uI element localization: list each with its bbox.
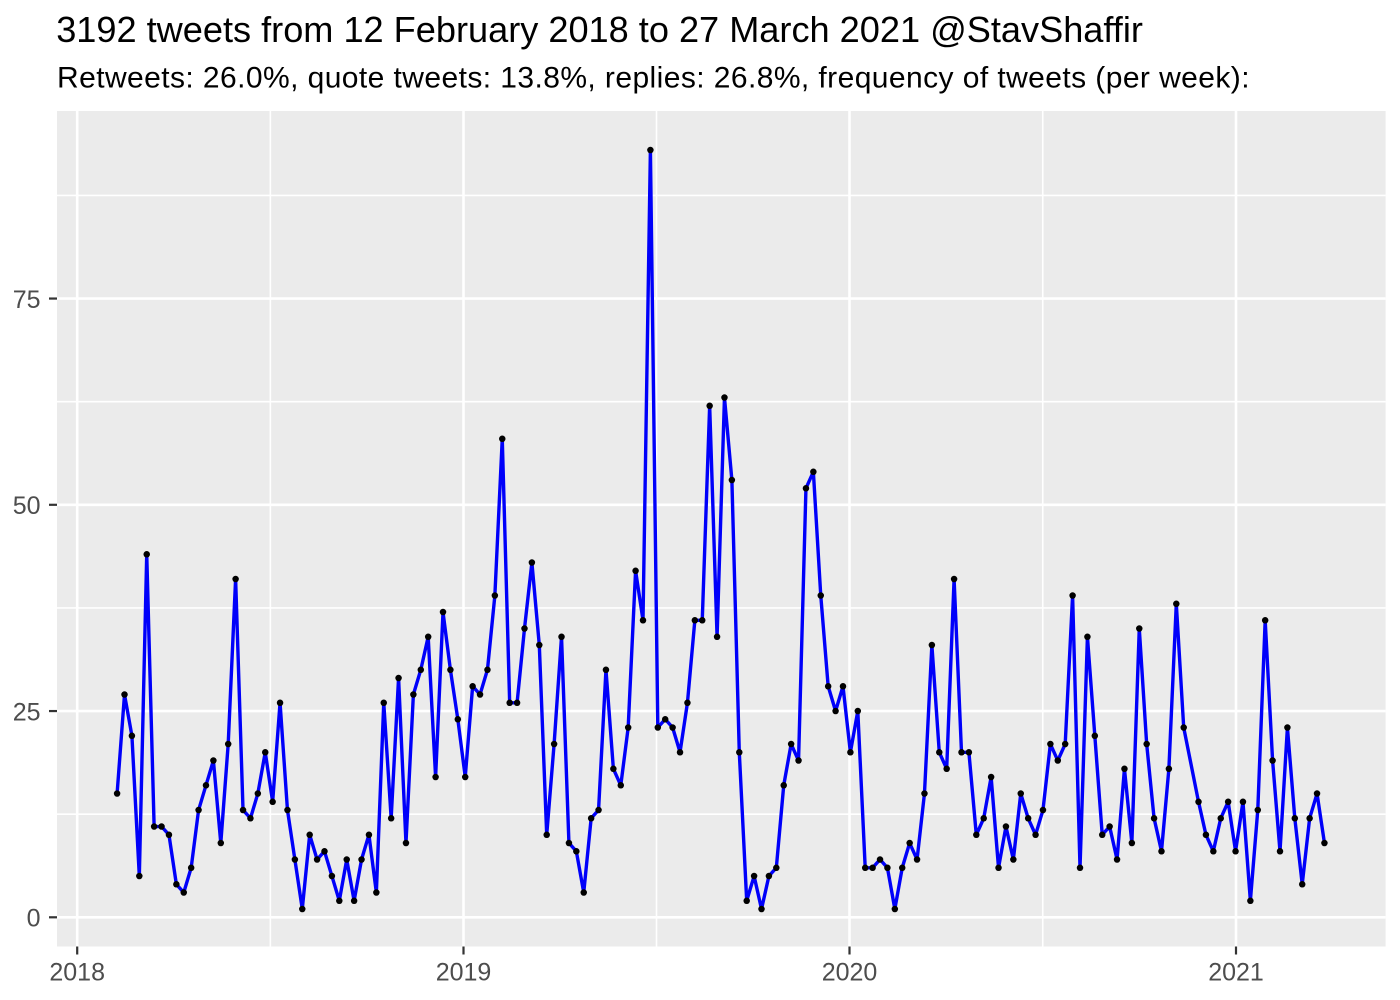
svg-text:25: 25	[13, 698, 41, 726]
svg-text:3192 tweets from 12 February 2: 3192 tweets from 12 February 2018 to 27 …	[56, 9, 1143, 50]
svg-text:2019: 2019	[436, 959, 492, 987]
svg-text:2020: 2020	[822, 959, 878, 987]
svg-text:2018: 2018	[49, 959, 105, 987]
svg-text:75: 75	[13, 286, 41, 314]
svg-text:Retweets: 26.0%, quote tweets:: Retweets: 26.0%, quote tweets: 13.8%, re…	[57, 62, 1250, 95]
svg-text:50: 50	[13, 492, 41, 520]
svg-text:0: 0	[27, 905, 41, 933]
svg-text:2021: 2021	[1208, 959, 1264, 987]
